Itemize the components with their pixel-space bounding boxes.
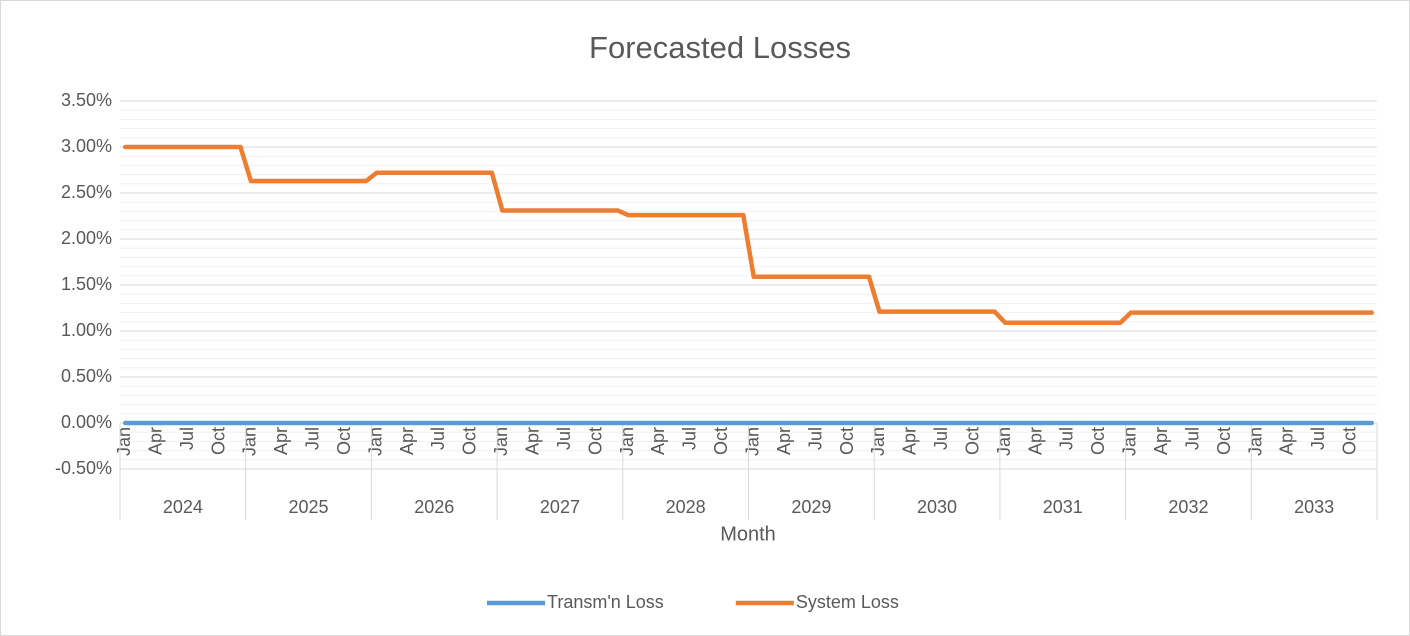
x-tick-label: Apr — [145, 427, 165, 455]
x-group-label: 2030 — [917, 497, 957, 517]
x-tick-label: Jan — [617, 427, 637, 456]
x-tick-label: Jul — [1057, 427, 1077, 450]
y-tick-label: 1.50% — [61, 274, 112, 294]
x-tick-label: Oct — [334, 427, 354, 455]
series-line — [122, 144, 1375, 325]
x-tick-label: Apr — [774, 427, 794, 455]
x-tick-label: Jan — [491, 427, 511, 456]
legend-label: Transm'n Loss — [547, 592, 664, 612]
x-group-label: 2032 — [1168, 497, 1208, 517]
x-tick-label: Jul — [931, 427, 951, 450]
x-tick-label: Jul — [805, 427, 825, 450]
x-tick-label: Jan — [365, 427, 385, 456]
x-tick-label: Oct — [1340, 427, 1360, 455]
x-tick-label: Apr — [1277, 427, 1297, 455]
x-tick-label: Apr — [648, 427, 668, 455]
x-tick-label: Oct — [1088, 427, 1108, 455]
x-group-label: 2026 — [414, 497, 454, 517]
y-tick-label: 0.50% — [61, 366, 112, 386]
x-tick-label: Jan — [742, 427, 762, 456]
y-tick-label: 3.50% — [61, 90, 112, 110]
x-tick-label: Jan — [994, 427, 1014, 456]
x-group-label: 2027 — [540, 497, 580, 517]
x-tick-label: Apr — [523, 427, 543, 455]
y-tick-label: 0.00% — [61, 412, 112, 432]
x-tick-label: Jan — [240, 427, 260, 456]
x-tick-label: Apr — [271, 427, 291, 455]
x-tick-label: Oct — [837, 427, 857, 455]
x-tick-label: Jul — [303, 427, 323, 450]
x-group-label: 2031 — [1043, 497, 1083, 517]
x-tick-label: Jan — [114, 427, 134, 456]
x-tick-label: Oct — [585, 427, 605, 455]
x-group-label: 2033 — [1294, 497, 1334, 517]
x-tick-label: Jul — [1182, 427, 1202, 450]
x-axis-title: Month — [720, 523, 776, 545]
y-tick-label: 2.50% — [61, 182, 112, 202]
y-tick-label: 2.00% — [61, 228, 112, 248]
x-group-label: 2029 — [791, 497, 831, 517]
x-group-label: 2025 — [289, 497, 329, 517]
chart-title: Forecasted Losses — [589, 30, 851, 65]
x-tick-label: Apr — [1151, 427, 1171, 455]
x-group-label: 2028 — [666, 497, 706, 517]
x-tick-label: Jul — [177, 427, 197, 450]
x-tick-label: Oct — [460, 427, 480, 455]
x-tick-label: Apr — [397, 427, 417, 455]
x-tick-label: Apr — [1025, 427, 1045, 455]
x-tick-label: Jul — [554, 427, 574, 450]
x-tick-label: Jul — [428, 427, 448, 450]
x-tick-label: Jul — [680, 427, 700, 450]
x-tick-label: Oct — [1214, 427, 1234, 455]
x-tick-label: Oct — [711, 427, 731, 455]
x-tick-label: Jan — [1120, 427, 1140, 456]
x-tick-label: Jul — [1308, 427, 1328, 450]
x-tick-label: Apr — [900, 427, 920, 455]
legend-label: System Loss — [796, 592, 899, 612]
x-tick-label: Jan — [1245, 427, 1265, 456]
y-tick-label: 1.00% — [61, 320, 112, 340]
x-group-label: 2024 — [163, 497, 203, 517]
y-tick-label: -0.50% — [55, 458, 112, 478]
x-tick-label: Jan — [868, 427, 888, 456]
x-tick-label: Oct — [962, 427, 982, 455]
x-tick-label: Oct — [208, 427, 228, 455]
y-tick-label: 3.00% — [61, 136, 112, 156]
